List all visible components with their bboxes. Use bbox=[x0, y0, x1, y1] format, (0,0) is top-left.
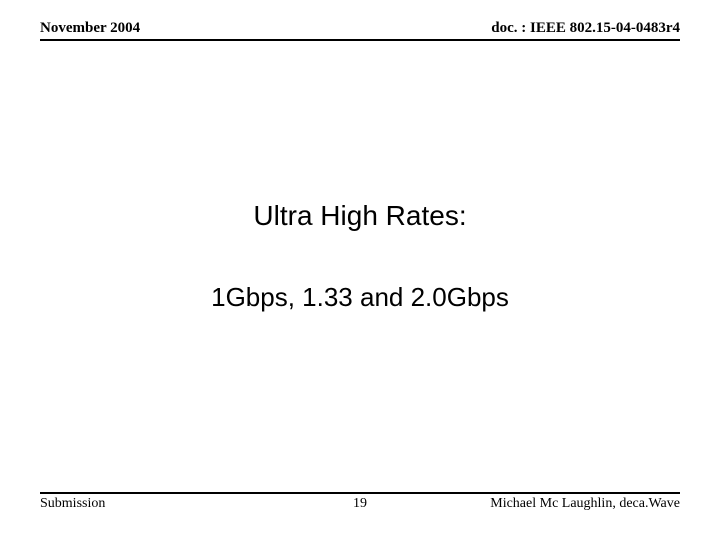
slide-title: Ultra High Rates: bbox=[0, 200, 720, 232]
header-doc-number: doc. : IEEE 802.15-04-0483r4 bbox=[491, 20, 680, 37]
header-date: November 2004 bbox=[40, 20, 140, 37]
content-area: Ultra High Rates: 1Gbps, 1.33 and 2.0Gbp… bbox=[0, 200, 720, 313]
footer-author: Michael Mc Laughlin, deca.Wave bbox=[490, 496, 680, 512]
slide-subtitle: 1Gbps, 1.33 and 2.0Gbps bbox=[0, 282, 720, 313]
header-bar: November 2004 doc. : IEEE 802.15-04-0483… bbox=[40, 20, 680, 41]
footer-bar: Submission 19 Michael Mc Laughlin, deca.… bbox=[40, 492, 680, 512]
footer-left-label: Submission bbox=[40, 496, 105, 512]
slide: November 2004 doc. : IEEE 802.15-04-0483… bbox=[0, 0, 720, 540]
